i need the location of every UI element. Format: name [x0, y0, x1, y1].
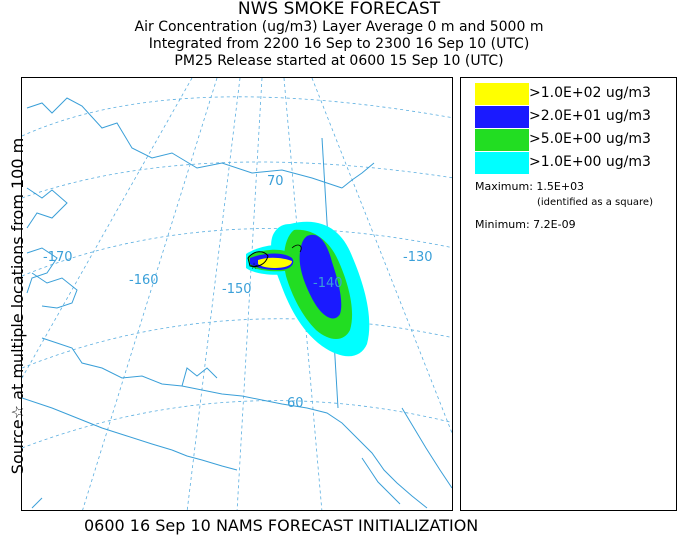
- legend-entry: >5.0E+00 ug/m3: [475, 129, 675, 151]
- legend-swatch: [475, 83, 529, 105]
- lon-label-170: -170: [43, 250, 73, 265]
- lat-label-70: 70: [267, 174, 284, 189]
- legend-swatch: [475, 106, 529, 128]
- legend-entry: >1.0E+00 ug/m3: [475, 152, 675, 174]
- map-panel: ☆ -170 -160 -150 -140 -130 70 60: [21, 77, 453, 511]
- latitude-lines: [22, 96, 452, 449]
- plume-blue: [299, 234, 342, 319]
- coastline: [22, 97, 452, 509]
- legend-swatch: [475, 152, 529, 174]
- title-line-2: Air Concentration (ug/m3) Layer Average …: [134, 19, 544, 35]
- maximum-note: (identified as a square): [537, 197, 653, 208]
- lat-label-60: 60: [287, 396, 304, 411]
- title-line-4: PM25 Release started at 0600 15 Sep 10 (…: [174, 53, 504, 69]
- lon-label-150: -150: [222, 282, 252, 297]
- legend-panel: >1.0E+02 ug/m3 >2.0E+01 ug/m3 >5.0E+00 u…: [460, 77, 677, 511]
- footer-label: 0600 16 Sep 10 NAMS FORECAST INITIALIZAT…: [84, 516, 479, 535]
- legend-label: >2.0E+01 ug/m3: [529, 108, 651, 124]
- minimum-value: Minimum: 7.2E-09: [475, 218, 576, 231]
- legend-swatch: [475, 129, 529, 151]
- legend-entry: >2.0E+01 ug/m3: [475, 106, 675, 128]
- plume-contour: [247, 251, 269, 267]
- source-star-icon: ☆: [250, 262, 258, 272]
- plume-contour-2: [291, 244, 302, 253]
- smoke-plume: ☆: [246, 221, 370, 357]
- legend-label: >1.0E+00 ug/m3: [529, 154, 651, 170]
- maximum-value: Maximum: 1.5E+03: [475, 180, 585, 193]
- legend-label: >5.0E+00 ug/m3: [529, 131, 651, 147]
- lon-label-160: -160: [129, 273, 159, 288]
- title-line-1: NWS SMOKE FORECAST: [237, 0, 441, 19]
- lon-label-140: -140: [313, 276, 343, 291]
- alaska-map: ☆: [22, 78, 452, 510]
- lon-label-130: -130: [403, 250, 433, 265]
- legend-entry: >1.0E+02 ug/m3: [475, 83, 675, 105]
- title-line-3: Integrated from 2200 16 Sep to 2300 16 S…: [148, 36, 530, 52]
- legend-label: >1.0E+02 ug/m3: [529, 85, 651, 101]
